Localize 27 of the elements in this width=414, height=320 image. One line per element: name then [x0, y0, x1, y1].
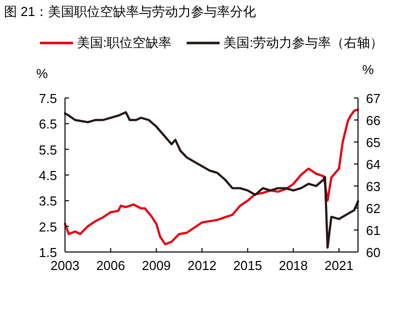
x-tick-label: 2021	[324, 258, 354, 273]
y2-tick-label: 66	[366, 113, 380, 128]
y2-tick-label: 65	[366, 135, 380, 150]
y-axis-title: %	[36, 66, 48, 81]
legend-label: 美国:职位空缺率	[77, 35, 172, 50]
x-tick-label: 2012	[188, 258, 216, 273]
y-tick-label: 1.5	[38, 245, 57, 260]
y2-tick-label: 60	[366, 245, 380, 260]
legend-label: 美国:劳动力参与率（右轴）	[224, 35, 384, 50]
x-tick-label: 2003	[50, 258, 80, 273]
y2-tick-label: 63	[366, 179, 380, 194]
y2-tick-label: 62	[366, 201, 380, 216]
y2-tick-label: 64	[366, 157, 380, 172]
x-tick-label: 2009	[142, 258, 171, 273]
x-tick-label: 2018	[278, 258, 308, 273]
y-tick-label: 2.5	[38, 219, 57, 234]
y-tick-label: 6.5	[38, 116, 57, 132]
y2-tick-label: 67	[366, 91, 380, 106]
y2-axis-title: %	[362, 62, 374, 77]
x-tick-label: 2015	[233, 258, 262, 273]
x-tick-label: 2006	[96, 258, 126, 273]
y-tick-label: 3.5	[38, 194, 57, 209]
chart-title: 图 21：美国职位空缺率与劳动力参与率分化	[4, 4, 256, 19]
y-tick-label: 4.5	[38, 168, 57, 183]
y-tick-label: 7.5	[38, 91, 57, 106]
y2-tick-label: 61	[366, 223, 380, 238]
y-tick-label: 5.5	[38, 142, 57, 158]
